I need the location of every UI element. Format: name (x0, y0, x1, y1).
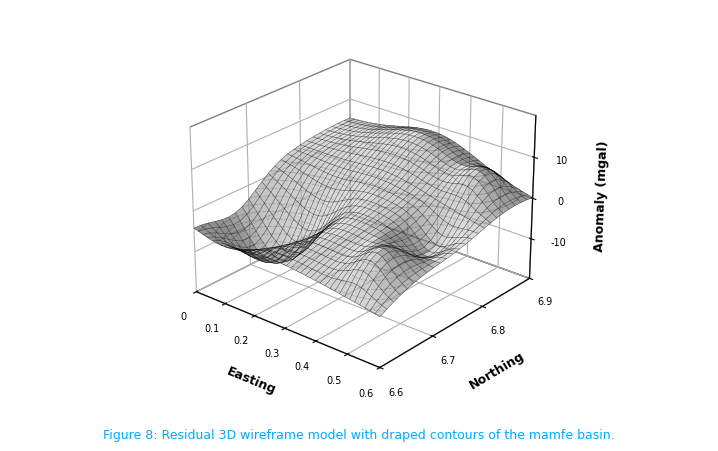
Y-axis label: Northing: Northing (467, 349, 527, 391)
X-axis label: Easting: Easting (225, 365, 278, 397)
Text: Figure 8: Residual 3D wireframe model with draped contours of the mamfe basin.: Figure 8: Residual 3D wireframe model wi… (103, 429, 615, 442)
